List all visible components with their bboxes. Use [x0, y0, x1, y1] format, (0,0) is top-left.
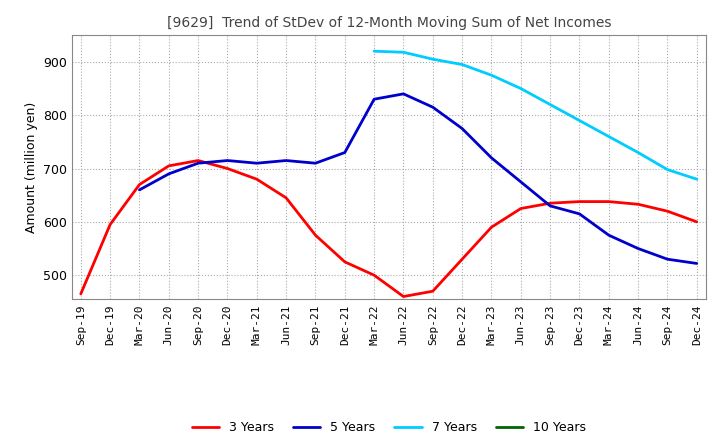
5 Years: [164, 171, 173, 176]
3 Years: [605, 199, 613, 204]
5 Years: [253, 161, 261, 166]
7 Years: [428, 57, 437, 62]
5 Years: [399, 91, 408, 96]
7 Years: [634, 150, 642, 155]
5 Years: [693, 261, 701, 266]
3 Years: [634, 202, 642, 207]
3 Years: [106, 222, 114, 227]
Legend: 3 Years, 5 Years, 7 Years, 10 Years: 3 Years, 5 Years, 7 Years, 10 Years: [186, 416, 591, 439]
5 Years: [282, 158, 290, 163]
7 Years: [458, 62, 467, 67]
Line: 5 Years: 5 Years: [140, 94, 697, 264]
5 Years: [487, 155, 496, 161]
3 Years: [370, 272, 379, 278]
7 Years: [546, 102, 554, 107]
Y-axis label: Amount (million yen): Amount (million yen): [24, 102, 37, 233]
3 Years: [223, 166, 232, 171]
5 Years: [428, 105, 437, 110]
5 Years: [223, 158, 232, 163]
3 Years: [135, 182, 144, 187]
5 Years: [546, 203, 554, 209]
3 Years: [311, 233, 320, 238]
5 Years: [135, 187, 144, 193]
3 Years: [428, 289, 437, 294]
3 Years: [253, 176, 261, 182]
3 Years: [546, 201, 554, 206]
3 Years: [164, 163, 173, 169]
Title: [9629]  Trend of StDev of 12-Month Moving Sum of Net Incomes: [9629] Trend of StDev of 12-Month Moving…: [166, 16, 611, 30]
7 Years: [516, 86, 525, 91]
3 Years: [341, 259, 349, 264]
5 Years: [341, 150, 349, 155]
7 Years: [663, 167, 672, 172]
5 Years: [194, 161, 202, 166]
3 Years: [575, 199, 584, 204]
7 Years: [370, 48, 379, 54]
5 Years: [605, 233, 613, 238]
3 Years: [487, 224, 496, 230]
Line: 7 Years: 7 Years: [374, 51, 697, 179]
3 Years: [458, 257, 467, 262]
5 Years: [311, 161, 320, 166]
5 Years: [663, 257, 672, 262]
3 Years: [663, 209, 672, 214]
7 Years: [605, 134, 613, 139]
3 Years: [516, 206, 525, 211]
3 Years: [693, 219, 701, 224]
7 Years: [399, 50, 408, 55]
3 Years: [76, 291, 85, 297]
5 Years: [634, 246, 642, 251]
3 Years: [194, 158, 202, 163]
Line: 3 Years: 3 Years: [81, 161, 697, 297]
5 Years: [516, 179, 525, 184]
7 Years: [693, 176, 701, 182]
7 Years: [575, 118, 584, 123]
3 Years: [399, 294, 408, 299]
5 Years: [370, 96, 379, 102]
5 Years: [575, 211, 584, 216]
7 Years: [487, 73, 496, 78]
3 Years: [282, 195, 290, 201]
5 Years: [458, 126, 467, 131]
